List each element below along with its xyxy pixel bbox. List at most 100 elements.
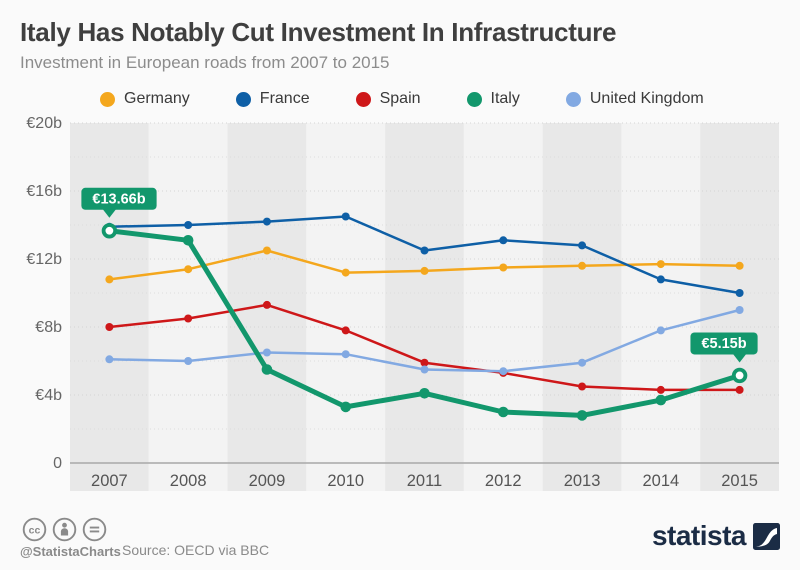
annotation-box (81, 187, 157, 210)
data-point-italy-2007 (101, 223, 118, 239)
legend-item-germany: Germany (100, 90, 190, 108)
data-point-united-kingdom-2012 (499, 367, 508, 376)
y-tick-label-4: €4b (35, 387, 62, 404)
source-note: Source: OECD via BBC (122, 542, 270, 558)
plot-band-2008 (148, 123, 228, 491)
data-point-germany-2010 (341, 268, 350, 277)
data-point-spain-2011 (420, 358, 429, 367)
x-tick-label-2014: 2014 (642, 472, 679, 490)
x-tick-label-2009: 2009 (249, 472, 286, 490)
svg-text:cc: cc (29, 524, 41, 536)
annotation-pointer (732, 353, 747, 363)
legend-dot-spain (355, 91, 371, 107)
data-point-spain-2015 (735, 385, 744, 394)
data-point-italy-2012 (497, 406, 509, 418)
annotation-value: €13.66b (92, 191, 145, 207)
data-point-spain-2007 (105, 323, 114, 331)
legend-label-france: France (259, 90, 310, 107)
data-point-germany-2011 (420, 266, 429, 275)
x-tick-label-2011: 2011 (407, 472, 442, 490)
data-point-germany-2015 (735, 261, 744, 270)
license-icons: cc (22, 517, 107, 542)
data-point-germany-2012 (499, 263, 508, 272)
line-chart: €20b €16b €12b €8b €4b 0 2007 2008 2009 2010 2011 2… (0, 113, 800, 510)
legend-label-italy: Italy (490, 90, 520, 107)
chart-canvas: €20b €16b €12b €8b €4b 0 2007 2008 2009 2010 2011 2… (26, 115, 779, 491)
x-tick-label-2013: 2013 (564, 472, 601, 490)
cc-attribution-icon (52, 517, 77, 542)
data-point-germany-2008 (184, 265, 193, 274)
data-point-france-2013 (578, 241, 587, 250)
annotation-box (690, 332, 758, 355)
chart-legend: Germany France Spain Italy United Kingdo… (100, 90, 704, 108)
data-point-germany-2013 (578, 261, 587, 270)
statista-handle: @StatistaCharts (20, 544, 121, 559)
data-point-united-kingdom-2007 (105, 355, 114, 364)
data-point-united-kingdom-2013 (578, 358, 587, 367)
data-point-united-kingdom-2015 (735, 306, 744, 314)
chart-header: Italy Has Notably Cut Investment In Infr… (0, 0, 800, 73)
y-tick-label-20: €20b (26, 115, 62, 132)
data-point-italy-2009 (261, 364, 273, 375)
page-title: Italy Has Notably Cut Investment In Infr… (20, 17, 617, 47)
y-tick-label-12: €12b (26, 251, 62, 268)
data-point-italy-2013 (576, 410, 588, 421)
y-tick-label-16: €16b (26, 183, 62, 200)
data-point-spain-2009 (262, 300, 271, 309)
x-tick-label-2008: 2008 (170, 472, 207, 490)
data-point-france-2012 (499, 236, 508, 245)
x-tick-label-2010: 2010 (327, 472, 364, 490)
data-point-italy-2010 (340, 401, 352, 413)
data-point-italy-2014 (655, 394, 667, 406)
legend-label-united-kingdom: United Kingdom (589, 90, 704, 107)
plot-band-2014 (621, 123, 701, 491)
plot-band-2010 (306, 123, 386, 491)
legend-item-united-kingdom: United Kingdom (565, 90, 704, 108)
data-point-france-2008 (184, 221, 193, 229)
legend-item-spain: Spain (355, 90, 421, 108)
data-point-united-kingdom-2011 (420, 365, 429, 374)
data-point-france-2011 (420, 246, 429, 255)
plot-band-2012 (463, 123, 543, 491)
annotation-badge-italy-2007: €13.66b (81, 187, 157, 218)
data-point-germany-2007 (105, 275, 114, 284)
statista-logo-mark (753, 522, 780, 550)
legend-dot-united-kingdom (565, 91, 581, 107)
annotation-pointer (102, 208, 117, 218)
y-tick-label-0: 0 (53, 455, 62, 472)
legend-dot-france (235, 91, 251, 107)
legend-dot-italy (466, 91, 482, 107)
data-point-united-kingdom-2014 (656, 326, 665, 335)
data-point-germany-2009 (262, 246, 271, 255)
legend-label-germany: Germany (124, 90, 190, 107)
data-point-italy-2011 (419, 388, 430, 399)
legend-item-italy: Italy (466, 90, 520, 108)
cc-no-derivatives-icon (82, 517, 107, 542)
x-tick-label-2012: 2012 (485, 472, 522, 490)
data-point-france-2015 (735, 289, 744, 297)
data-point-france-2009 (262, 217, 271, 226)
x-tick-label-2007: 2007 (91, 472, 128, 490)
plot-band-2013 (542, 123, 622, 491)
y-tick-label-8: €8b (35, 319, 62, 336)
data-point-united-kingdom-2010 (341, 350, 350, 359)
data-point-italy-2008 (182, 235, 194, 246)
data-point-united-kingdom-2008 (184, 357, 193, 365)
data-point-spain-2013 (578, 382, 587, 391)
data-point-france-2010 (341, 212, 350, 221)
plot-band-2011 (385, 123, 464, 491)
data-point-spain-2014 (656, 385, 665, 394)
annotation-badge-italy-2015: €5.15b (690, 332, 758, 363)
x-tick-label-2015: 2015 (721, 472, 758, 490)
legend-dot-germany (100, 91, 115, 107)
data-point-spain-2008 (184, 314, 193, 323)
data-point-france-2014 (656, 275, 665, 284)
legend-item-france: France (235, 90, 310, 108)
statista-wordmark: statista (651, 520, 747, 551)
page-subtitle: Investment in European roads from 2007 t… (20, 52, 390, 72)
plot-band-2007 (70, 123, 149, 491)
annotation-value: €5.15b (701, 336, 746, 352)
data-point-italy-2015 (731, 367, 748, 384)
data-point-germany-2014 (656, 260, 665, 269)
